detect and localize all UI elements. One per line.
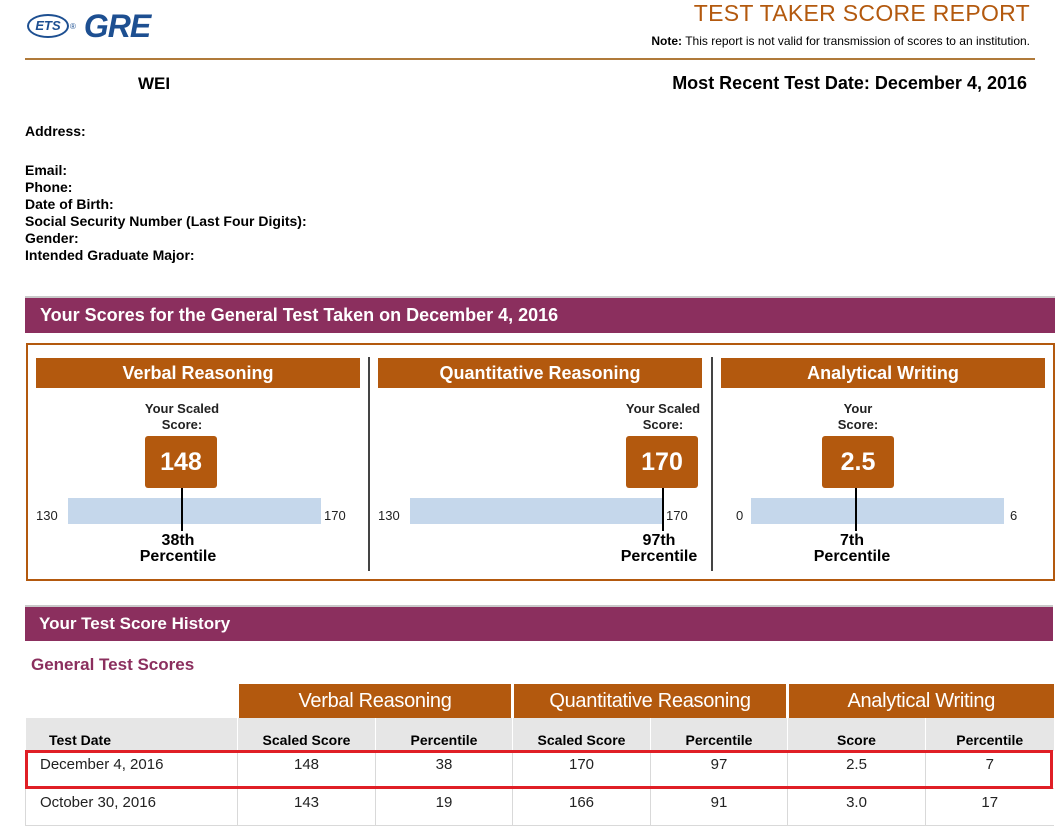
verbal-score-pointer xyxy=(180,488,183,531)
verbal-scaled-label-line2: Score: xyxy=(161,417,203,432)
table-row: October 30, 2016 143 19 166 91 3.0 17 xyxy=(25,788,1054,826)
score-history-table: Verbal Reasoning Quantitative Reasoning … xyxy=(25,684,1054,826)
row-quant-percentile: 97 xyxy=(650,751,788,789)
ssn-label: Social Security Number (Last Four Digits… xyxy=(25,213,307,229)
writing-group-header: Analytical Writing xyxy=(786,684,1054,718)
table-row: December 4, 2016 148 38 170 97 2.5 7 xyxy=(25,751,1054,789)
verbal-percentile-word: Percentile xyxy=(139,548,217,565)
writing-score-badge: 2.5 xyxy=(822,436,894,488)
col-test-date: Test Date xyxy=(25,718,238,751)
writing-percentile-value: 7th xyxy=(840,532,864,549)
verbal-score-badge: 148 xyxy=(145,436,217,488)
candidate-name: WEI xyxy=(138,74,171,93)
col-writing-percentile: Percentile xyxy=(925,718,1054,751)
verbal-scaled-label-line1: Your Scaled xyxy=(144,401,220,416)
row-writing-score: 3.0 xyxy=(787,788,926,826)
writing-score-label-line1: Your xyxy=(843,401,873,416)
phone-label: Phone: xyxy=(25,179,73,195)
row-test-date: December 4, 2016 xyxy=(25,751,238,789)
report-title: TEST TAKER SCORE REPORT xyxy=(693,0,1030,26)
empty-header-cell xyxy=(25,684,238,718)
row-quant-scaled: 170 xyxy=(512,751,651,789)
writing-score-label: Your Score: xyxy=(798,401,918,433)
writing-min-label: 0 xyxy=(736,508,744,523)
writing-percentile-word: Percentile xyxy=(813,548,891,565)
row-verbal-scaled: 148 xyxy=(237,751,376,789)
dob-label: Date of Birth: xyxy=(25,196,114,212)
group-header-row: Verbal Reasoning Quantitative Reasoning … xyxy=(25,684,1054,718)
writing-max-label: 6 xyxy=(1010,508,1018,523)
row-writing-percentile: 7 xyxy=(925,751,1054,789)
verbal-min-label: 130 xyxy=(36,508,58,523)
row-writing-score: 2.5 xyxy=(787,751,926,789)
header-divider xyxy=(25,58,1035,60)
note-label: Note: xyxy=(651,34,683,48)
verbal-percentile-value: 38th xyxy=(161,532,195,549)
quant-max-label: 170 xyxy=(666,508,688,523)
col-quant-scaled: Scaled Score xyxy=(512,718,651,751)
verbal-scaled-label: Your Scaled Score: xyxy=(122,401,242,433)
column-divider xyxy=(711,357,713,571)
gre-logo: GRE xyxy=(83,7,151,44)
row-quant-scaled: 166 xyxy=(512,788,651,826)
recent-test-date: Most Recent Test Date: December 4, 2016 xyxy=(672,73,1027,93)
col-quant-percentile: Percentile xyxy=(650,718,788,751)
scores-panel: Verbal Reasoning Your Scaled Score: 148 … xyxy=(26,343,1055,581)
verbal-percentile: 38th Percentile xyxy=(123,533,233,565)
row-test-date: October 30, 2016 xyxy=(25,788,238,826)
column-divider xyxy=(368,357,370,571)
note-text: This report is not valid for transmissio… xyxy=(685,34,1030,48)
quant-score-pointer xyxy=(662,488,664,531)
verbal-group-header: Verbal Reasoning xyxy=(236,684,513,718)
writing-score-pointer xyxy=(855,488,858,531)
scores-banner: Your Scores for the General Test Taken o… xyxy=(25,298,1055,333)
registered-mark: ® xyxy=(70,21,76,31)
email-label: Email: xyxy=(25,162,68,178)
quant-min-label: 130 xyxy=(378,508,400,523)
writing-percentile: 7th Percentile xyxy=(797,533,907,565)
row-quant-percentile: 91 xyxy=(650,788,788,826)
quant-percentile-word: Percentile xyxy=(620,548,698,565)
verbal-heading: Verbal Reasoning xyxy=(36,358,360,388)
writing-score-label-line2: Score: xyxy=(837,417,879,432)
quant-percentile: 97th Percentile xyxy=(604,533,714,565)
quant-scale-bar xyxy=(410,498,663,524)
quant-scaled-label-line2: Score: xyxy=(642,417,684,432)
quant-heading: Quantitative Reasoning xyxy=(378,358,702,388)
quant-scaled-label: Your Scaled Score: xyxy=(603,401,723,433)
history-banner: Your Test Score History xyxy=(25,607,1053,641)
quant-scaled-label-line1: Your Scaled xyxy=(625,401,701,416)
col-verbal-percentile: Percentile xyxy=(375,718,513,751)
major-label: Intended Graduate Major: xyxy=(25,247,195,263)
col-verbal-scaled: Scaled Score xyxy=(237,718,376,751)
row-writing-percentile: 17 xyxy=(925,788,1054,826)
ets-logo: ETS xyxy=(27,14,69,38)
writing-scale-bar xyxy=(751,498,1004,524)
writing-heading: Analytical Writing xyxy=(721,358,1045,388)
quant-percentile-value: 97th xyxy=(642,532,676,549)
row-verbal-percentile: 19 xyxy=(375,788,513,826)
history-subheading: General Test Scores xyxy=(31,655,195,674)
col-writing-score: Score xyxy=(787,718,926,751)
address-label: Address: xyxy=(25,123,86,139)
verbal-scale-bar xyxy=(68,498,321,524)
quant-score-badge: 170 xyxy=(626,436,698,488)
gender-label: Gender: xyxy=(25,230,79,246)
row-verbal-percentile: 38 xyxy=(375,751,513,789)
column-header-row: Test Date Scaled Score Percentile Scaled… xyxy=(25,718,1054,751)
report-note: Note: This report is not valid for trans… xyxy=(651,34,1030,48)
ets-gre-logo: ETS ® GRE xyxy=(27,7,151,44)
quant-group-header: Quantitative Reasoning xyxy=(511,684,788,718)
row-verbal-scaled: 143 xyxy=(237,788,376,826)
verbal-max-label: 170 xyxy=(324,508,346,523)
